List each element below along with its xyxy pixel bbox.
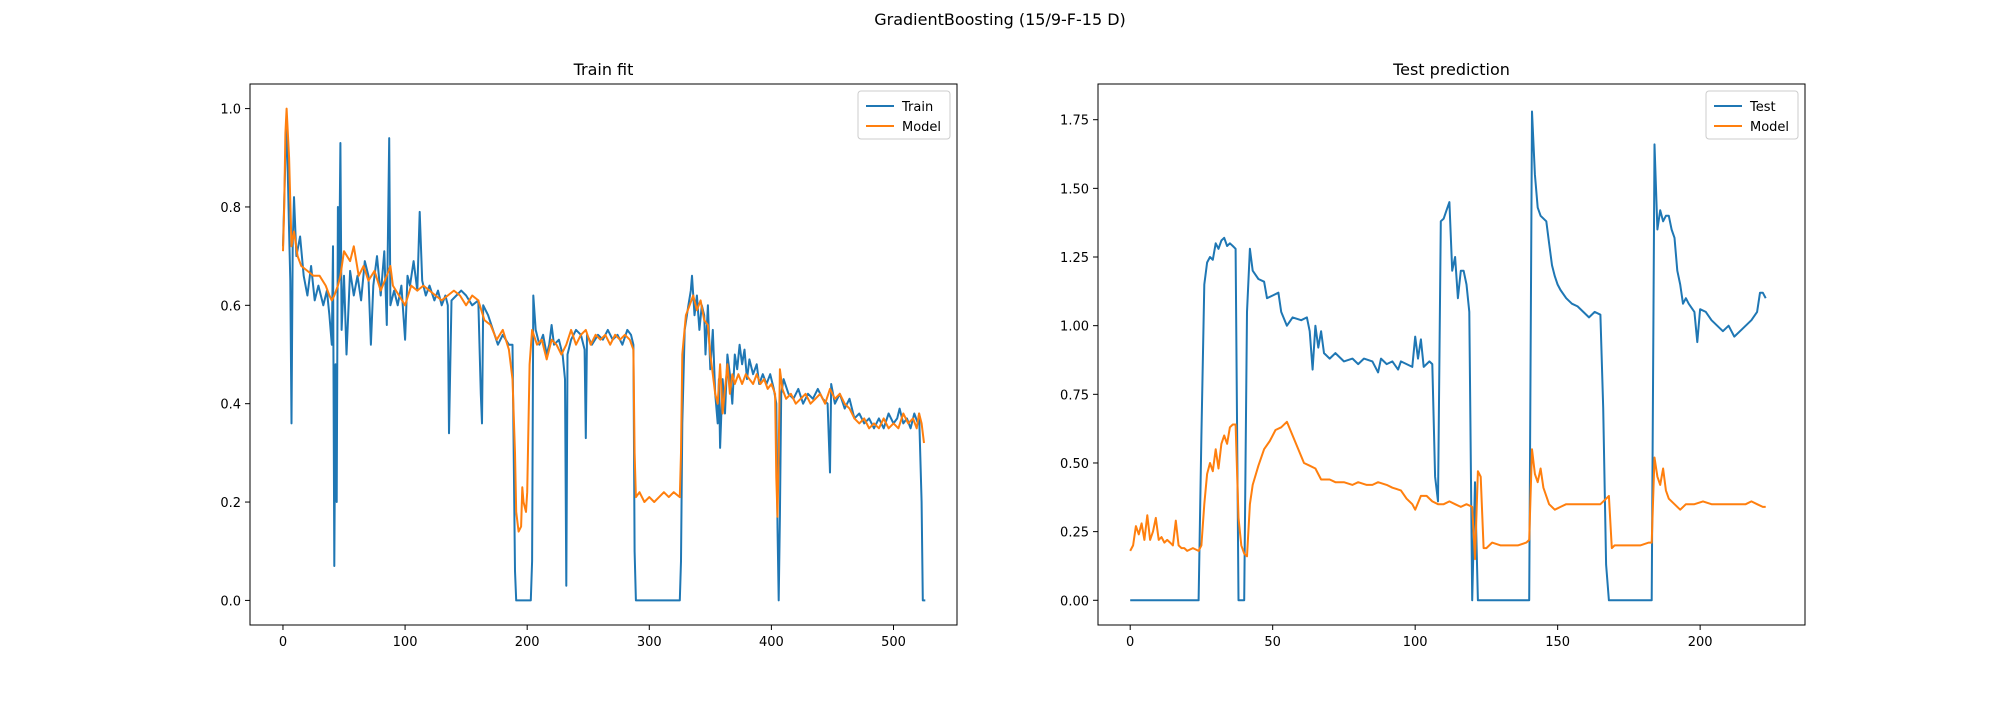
y-tick-label: 0.4 bbox=[220, 398, 241, 413]
legend-label: Test bbox=[1749, 100, 1776, 115]
x-tick-label: 400 bbox=[759, 635, 784, 650]
legend-label: Model bbox=[902, 120, 941, 135]
plot-frame bbox=[249, 83, 958, 626]
chart-panel-1: Train fit 0 100 200 300 400 500 0.0 0.2 0.4 0.6 0.8… bbox=[220, 60, 958, 650]
x-tick-label: 50 bbox=[1264, 635, 1281, 650]
legend-label: Model bbox=[1750, 120, 1789, 135]
plot-frame bbox=[1097, 83, 1806, 626]
series-line-model bbox=[282, 107, 925, 533]
y-tick-label: 0.75 bbox=[1060, 388, 1089, 403]
x-tick-label: 150 bbox=[1545, 635, 1570, 650]
y-tick-label: 0.2 bbox=[220, 496, 241, 511]
y-tick-label: 0.00 bbox=[1060, 594, 1089, 609]
y-tick-label: 0.25 bbox=[1060, 526, 1089, 541]
series-line-model bbox=[1129, 420, 1766, 561]
legend: Test Model bbox=[1705, 90, 1799, 140]
chart-title: Test prediction bbox=[1392, 60, 1510, 79]
x-tick-label: 500 bbox=[881, 635, 906, 650]
y-tick-label: 0.8 bbox=[220, 201, 241, 216]
figure-title: GradientBoosting (15/9-F-15 D) bbox=[874, 10, 1126, 29]
chart-panel-2: Test prediction 0 50 100 150 200 0.00 0.25 0.50 0… bbox=[1060, 60, 1806, 650]
x-tick-label: 0 bbox=[279, 635, 287, 650]
x-tick-label: 200 bbox=[1688, 635, 1713, 650]
y-tick-label: 1.25 bbox=[1060, 251, 1089, 266]
y-tick-label: 0.0 bbox=[220, 594, 241, 609]
x-tick-label: 0 bbox=[1126, 635, 1134, 650]
chart-title: Train fit bbox=[573, 60, 634, 79]
y-tick-label: 0.6 bbox=[220, 299, 241, 314]
y-tick-label: 0.50 bbox=[1060, 457, 1089, 472]
series-line-test bbox=[1130, 110, 1767, 602]
legend: Train Model bbox=[857, 90, 951, 140]
y-tick-label: 1.75 bbox=[1060, 114, 1089, 129]
x-tick-label: 200 bbox=[515, 635, 540, 650]
x-tick-label: 300 bbox=[637, 635, 662, 650]
y-tick-label: 1.0 bbox=[220, 103, 241, 118]
x-tick-label: 100 bbox=[393, 635, 418, 650]
legend-label: Train bbox=[901, 100, 933, 115]
x-tick-label: 100 bbox=[1403, 635, 1428, 650]
series-line-train bbox=[282, 117, 926, 602]
y-tick-label: 1.50 bbox=[1060, 182, 1089, 197]
y-tick-label: 1.00 bbox=[1060, 320, 1089, 335]
